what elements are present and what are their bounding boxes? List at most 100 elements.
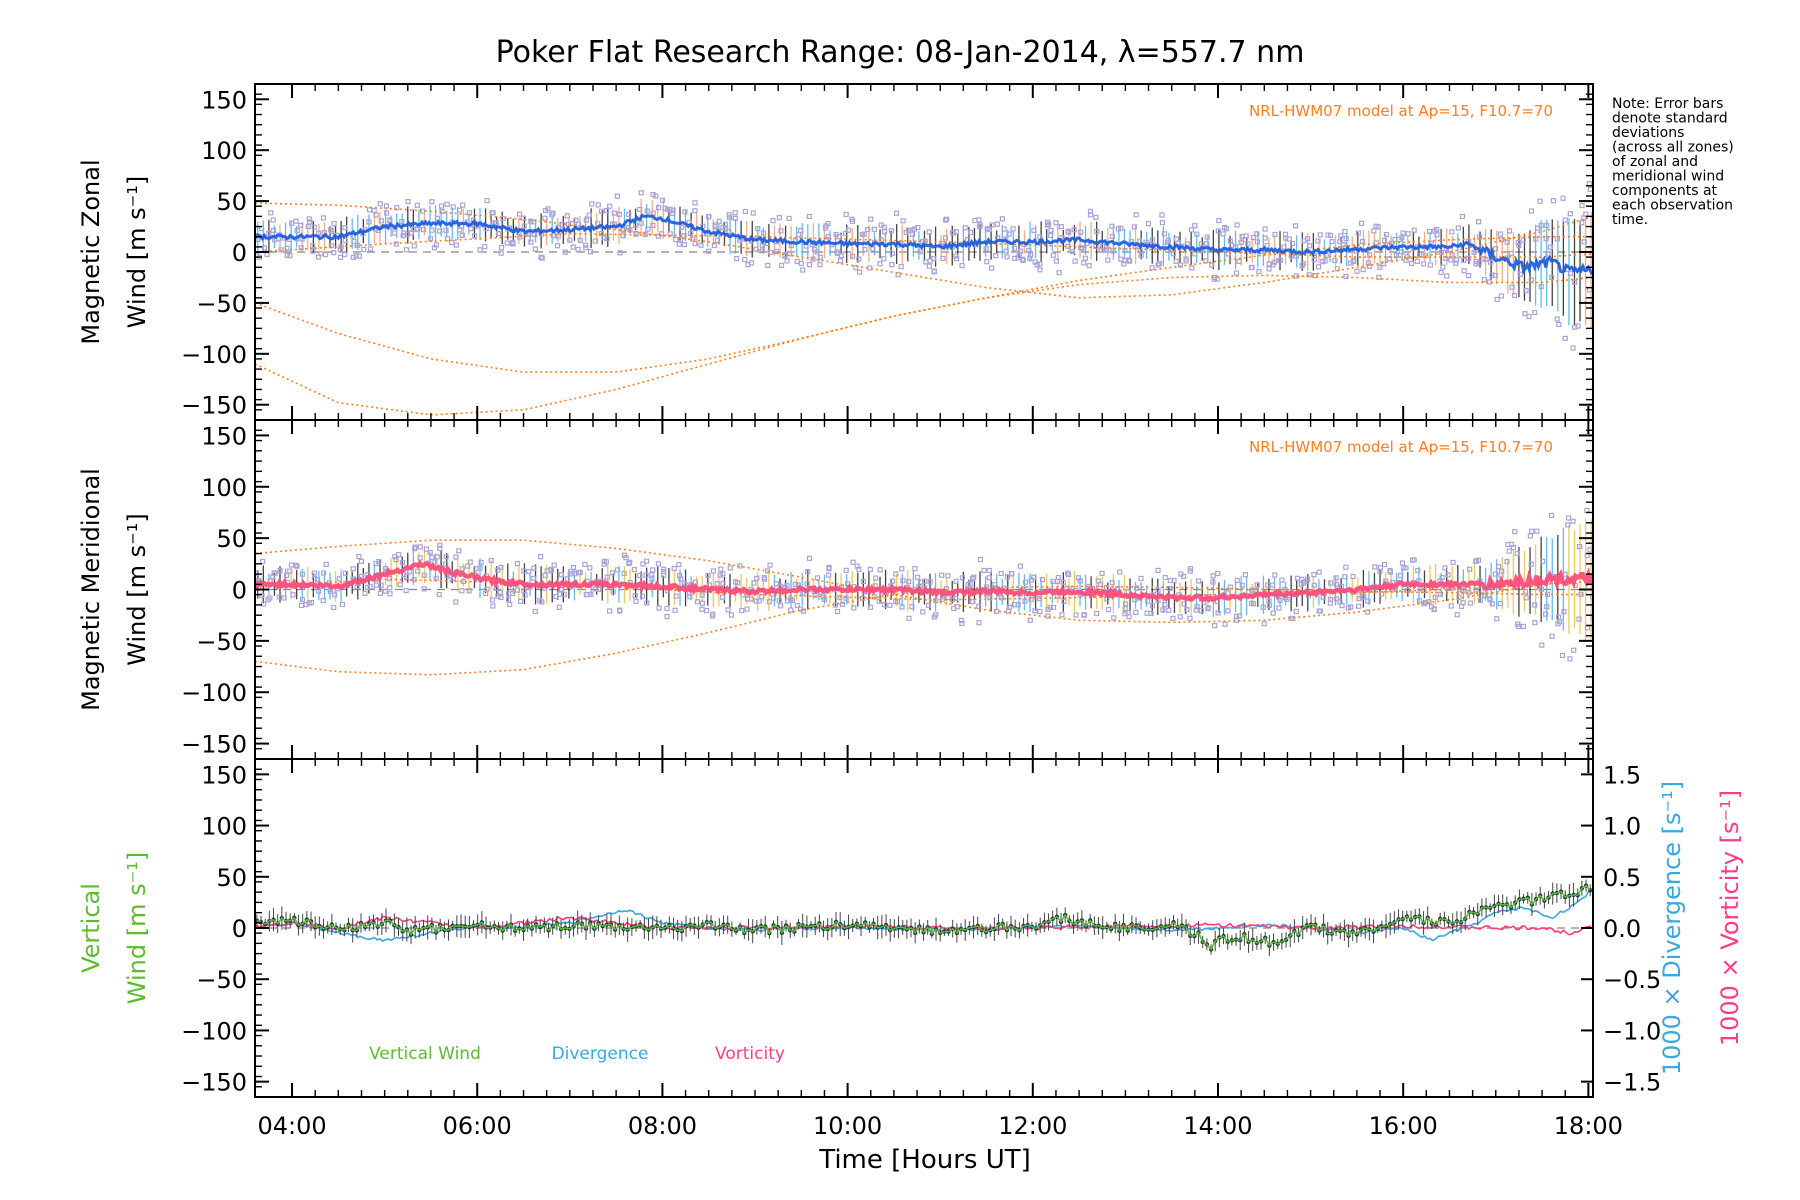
scatter-point — [1256, 269, 1262, 275]
scatter-point — [1034, 262, 1040, 268]
scatter-point — [681, 241, 687, 248]
scatter-point — [284, 245, 290, 251]
scatter-point — [989, 265, 995, 271]
scatter-point — [1421, 601, 1427, 607]
scatter-point — [1270, 610, 1276, 616]
scatter-point — [1381, 237, 1388, 244]
scatter-point — [851, 605, 857, 611]
scatter-point — [794, 258, 800, 264]
scatter-point — [331, 250, 337, 256]
scatter-point — [1438, 269, 1444, 276]
scatter-point — [1225, 251, 1231, 257]
y2-tick-label: 0.0 — [1603, 915, 1641, 943]
scatter-point — [1408, 260, 1415, 267]
scatter-point — [889, 262, 895, 268]
scatter-point — [933, 598, 939, 604]
scatter-point — [881, 602, 888, 608]
scatter-point — [1004, 254, 1010, 260]
scatter-point — [1198, 608, 1204, 614]
scatter-point — [927, 579, 933, 585]
scatter-point — [387, 585, 393, 591]
scatter-point — [443, 561, 449, 567]
scatter-point — [1045, 613, 1051, 619]
scatter-point — [1327, 596, 1334, 603]
scatter-point — [705, 214, 712, 220]
scatter-point — [531, 219, 537, 225]
scatter-point — [856, 269, 863, 275]
scatter-point — [1554, 236, 1560, 242]
scatter-point — [1365, 609, 1371, 615]
scatter-point — [1047, 604, 1053, 611]
scatter-point — [261, 245, 268, 251]
scatter-point — [1540, 558, 1546, 564]
scatter-point — [1101, 247, 1107, 253]
scatter-point — [1332, 257, 1338, 264]
y-tick-label: 50 — [216, 525, 247, 553]
scatter-point — [1587, 547, 1593, 553]
scatter-point — [986, 567, 992, 574]
scatter-point — [1192, 223, 1198, 229]
scatter-point — [943, 216, 950, 222]
scatter-point — [1492, 246, 1499, 252]
scatter-point — [1586, 181, 1592, 187]
scatter-point — [917, 579, 924, 585]
scatter-point — [453, 242, 459, 248]
scatter-point — [1531, 602, 1538, 608]
scatter-point — [714, 237, 721, 243]
scatter-point — [692, 208, 698, 214]
scatter-point — [1184, 607, 1190, 613]
scatter-point — [732, 215, 738, 221]
scatter-point — [1127, 258, 1133, 264]
scatter-point — [1020, 256, 1026, 262]
scatter-point — [498, 589, 504, 596]
scatter-point — [1466, 273, 1472, 279]
y2-axis-label-divergence-line: 1000 × Divergence [s⁻¹] — [1658, 781, 1686, 1075]
scatter-point — [994, 221, 1000, 227]
scatter-point — [1215, 610, 1221, 616]
scatter-point — [1537, 198, 1543, 204]
scatter-point — [759, 594, 765, 600]
scatter-point — [1453, 260, 1459, 266]
scatter-point — [1523, 287, 1529, 294]
scatter-point — [1055, 578, 1061, 585]
scatter-point — [1473, 558, 1479, 564]
scatter-point — [888, 228, 894, 234]
scatter-point — [495, 593, 501, 599]
scatter-point — [871, 594, 877, 600]
scatter-point — [1159, 212, 1165, 218]
scatter-point — [992, 582, 998, 588]
scatter-point — [1031, 227, 1037, 234]
scatter-point — [293, 562, 299, 568]
scatter-point — [856, 256, 862, 262]
scatter-point — [954, 256, 960, 262]
y2-tick-label: 1.0 — [1603, 813, 1641, 841]
scatter-point — [1010, 226, 1016, 232]
scatter-point — [558, 586, 565, 592]
scatter-point — [1481, 276, 1487, 283]
scatter-point — [1222, 621, 1228, 627]
scatter-point — [437, 542, 443, 548]
scatter-point — [1489, 272, 1495, 278]
scatter-point — [399, 559, 405, 566]
model-label: NRL-HWM07 model at Ap=15, F10.7=70 — [1249, 102, 1553, 120]
scatter-point — [778, 262, 785, 269]
scatter-point — [887, 602, 893, 608]
y-axis-label-line: Vertical — [77, 883, 105, 973]
scatter-point — [1173, 236, 1180, 242]
scatter-point — [311, 576, 318, 582]
scatter-point — [1473, 261, 1479, 267]
scatter-point — [537, 598, 543, 604]
scatter-point — [276, 594, 282, 600]
y-axis-label: Magnetic Meridional Wind [m s⁻¹] — [77, 468, 151, 711]
scatter-point — [620, 233, 626, 239]
scatter-point — [1073, 612, 1079, 618]
scatter-point — [714, 581, 720, 587]
scatter-point — [331, 221, 337, 227]
scatter-point — [1053, 258, 1060, 264]
scatter-point — [532, 608, 538, 615]
scatter-point — [760, 230, 767, 236]
scatter-point — [1586, 287, 1593, 293]
scatter-point — [706, 248, 712, 254]
scatter-point — [337, 254, 344, 260]
scatter-point — [320, 215, 327, 221]
